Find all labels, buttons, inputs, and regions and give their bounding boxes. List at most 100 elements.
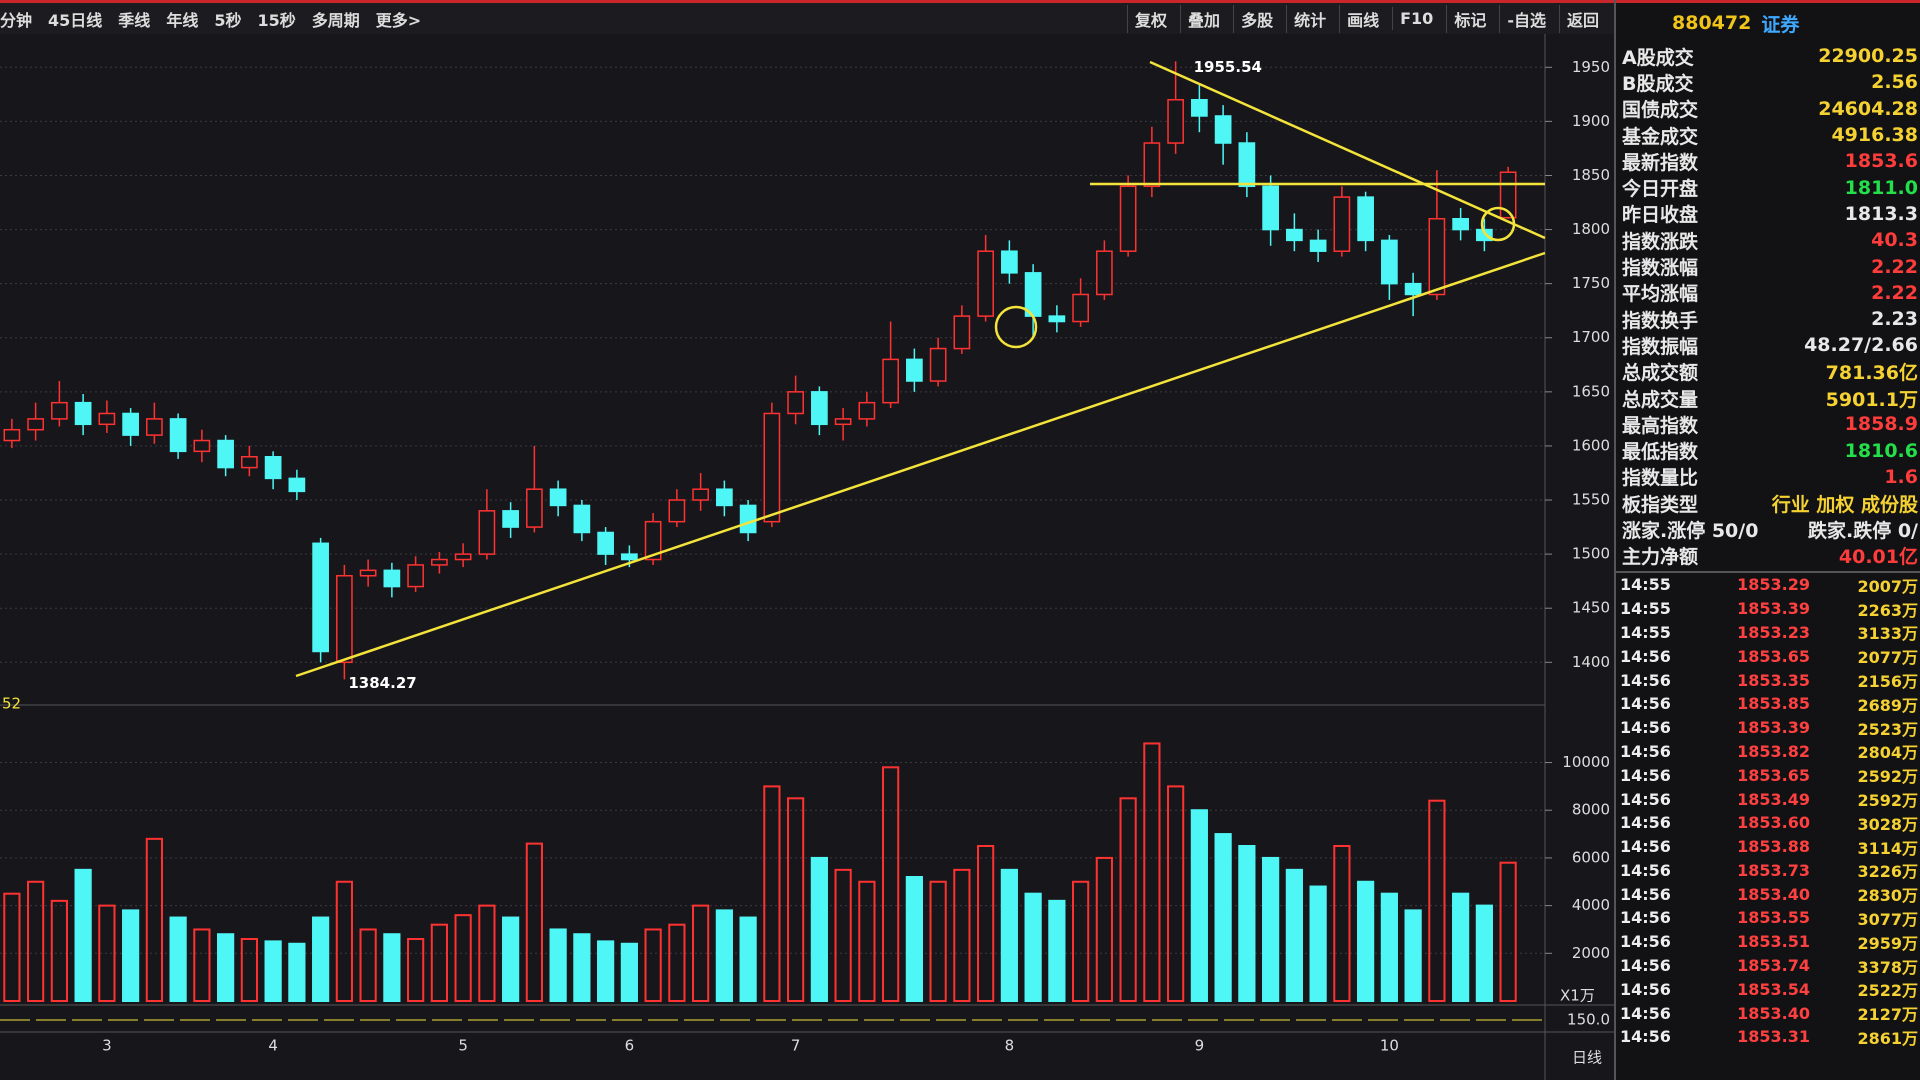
period-tab[interactable]: 季线: [118, 10, 151, 30]
tool-button[interactable]: 画线: [1339, 4, 1386, 33]
stat-value: 40.01亿: [1838, 546, 1918, 569]
stat-row: 最高指数 1858.9: [1616, 411, 1920, 437]
stat-label: 最新指数: [1622, 151, 1699, 174]
volume-bar: [810, 856, 828, 1003]
candle-body: [264, 456, 282, 480]
y-tick-label: 1550: [1572, 491, 1610, 509]
volume-bar: [1452, 892, 1470, 1003]
tick-row: 14:56 1853.65 2077万: [1616, 644, 1920, 668]
volume-bar: [1333, 845, 1351, 1002]
tick-time: 14:56: [1620, 1003, 1671, 1023]
candle-body: [977, 250, 994, 317]
tick-volume: 2689万: [1857, 695, 1918, 715]
volume-bar: [739, 916, 757, 1002]
volume-bar: [858, 880, 876, 1002]
volume-bar: [1143, 742, 1161, 1002]
period-tabs: 分钟 45日线 季线 年线 5秒 15秒 多周期 更多>: [0, 7, 421, 31]
y-tick-label: 6000: [1572, 848, 1610, 866]
tick-row: 14:56 1853.51 2959万: [1616, 930, 1920, 954]
tool-button[interactable]: 复权: [1127, 4, 1174, 33]
candle-body: [1191, 98, 1208, 117]
stats-list: A股成交 22900.25 B股成交 2.56 国债成交 24604.28 基金成交 4916…: [1616, 43, 1920, 569]
tool-button[interactable]: 统计: [1286, 4, 1333, 33]
tick-price: 1853.39: [1737, 599, 1810, 619]
candle-body: [1476, 228, 1493, 242]
candle-body: [953, 315, 971, 350]
stat-value: 1813.3: [1844, 202, 1918, 225]
tick-price: 1853.74: [1737, 956, 1810, 976]
stat-value: 行业 加权 成份股: [1771, 493, 1918, 516]
marker-circle: [994, 305, 1038, 349]
volume-bar: [27, 880, 45, 1002]
period-tab[interactable]: 15秒: [257, 10, 296, 30]
volume-bar: [1428, 799, 1446, 1003]
volume-unit: X1万: [1560, 987, 1595, 1005]
stat-row: 总成交量 5901.1万: [1616, 385, 1920, 411]
candle-body: [573, 504, 591, 534]
tick-volume: 3114万: [1857, 838, 1918, 858]
volume-bar: [1072, 880, 1090, 1002]
tick-price: 1853.23: [1737, 622, 1810, 642]
period-tab[interactable]: 多周期: [311, 10, 360, 30]
tick-row: 14:56 1853.82 2804万: [1616, 740, 1920, 764]
candle-body: [692, 488, 709, 501]
stat-value: 2.56: [1871, 71, 1918, 94]
marks: 1400 1450 1500 1550 1600 1650 1700 1750 1800 1850…: [0, 58, 1610, 1055]
tick-row: 14:56 1853.54 2522万: [1616, 977, 1920, 1001]
tick-row: 14:56 1853.65 2592万: [1616, 763, 1920, 787]
period-tab[interactable]: 45日线: [48, 10, 103, 30]
tick-time: 14:56: [1620, 908, 1671, 928]
period-tab[interactable]: 更多>: [375, 10, 422, 30]
stat-row: 指数量比 1.6: [1616, 464, 1920, 490]
tick-row: 14:55 1853.39 2263万: [1616, 597, 1920, 621]
candle-body: [1404, 282, 1422, 296]
tick-time: 14:56: [1620, 670, 1671, 690]
stat-value: 1853.6: [1844, 150, 1918, 173]
volume-bar: [430, 923, 448, 1003]
tick-row: 14:56 1853.85 2689万: [1616, 692, 1920, 716]
tool-button[interactable]: -自选: [1499, 4, 1553, 33]
tool-button[interactable]: 多股: [1233, 4, 1280, 33]
candle-body: [668, 499, 686, 523]
stat-value: 22900.25: [1818, 45, 1918, 68]
candle-body: [193, 439, 211, 453]
period-tab[interactable]: 年线: [166, 10, 199, 30]
candle-body: [858, 401, 876, 420]
period-tab[interactable]: 分钟: [0, 10, 33, 30]
candle-body: [882, 358, 899, 404]
tool-button[interactable]: 标记: [1446, 4, 1493, 33]
volume-bar: [74, 868, 92, 1002]
tick-row: 14:56 1853.88 3114万: [1616, 835, 1920, 859]
stat-label: 主力净额: [1622, 546, 1699, 569]
candle-body: [1001, 250, 1018, 274]
stat-label: 最高指数: [1622, 414, 1699, 437]
volume-bar: [1024, 892, 1042, 1003]
y-tick-label: 1950: [1572, 58, 1610, 76]
candle-body: [431, 558, 448, 566]
volume-bar: [1238, 845, 1256, 1002]
stat-label: 最低指数: [1622, 441, 1699, 464]
tick-time: 14:55: [1620, 622, 1671, 642]
tick-time: 14:56: [1620, 956, 1671, 976]
high-annotation: 1955.54: [1194, 58, 1262, 76]
x-tick-label: 5: [458, 1037, 468, 1055]
volume-bar: [1404, 909, 1422, 1003]
x-tick-label: 10: [1380, 1037, 1399, 1055]
tick-time: 14:56: [1620, 694, 1671, 714]
candle-body: [1143, 142, 1161, 188]
volume-bar: [193, 928, 211, 1003]
tick-price: 1853.35: [1737, 670, 1810, 690]
stat-value: 4916.38: [1831, 124, 1918, 147]
stat-label: 指数涨跌: [1622, 230, 1699, 253]
period-tab[interactable]: 5秒: [214, 10, 242, 30]
tick-volume: 2077万: [1857, 648, 1918, 668]
tick-price: 1853.39: [1737, 718, 1810, 738]
tool-button[interactable]: 返回: [1558, 4, 1606, 33]
tool-button[interactable]: 叠加: [1180, 4, 1227, 33]
tick-time: 14:56: [1620, 789, 1671, 809]
tool-button[interactable]: F10: [1392, 7, 1440, 30]
y-tick-label: 8000: [1572, 801, 1610, 819]
y-tick-label: 1600: [1572, 436, 1610, 454]
y-tick-label: 1450: [1572, 599, 1610, 617]
candle-body: [597, 531, 614, 555]
